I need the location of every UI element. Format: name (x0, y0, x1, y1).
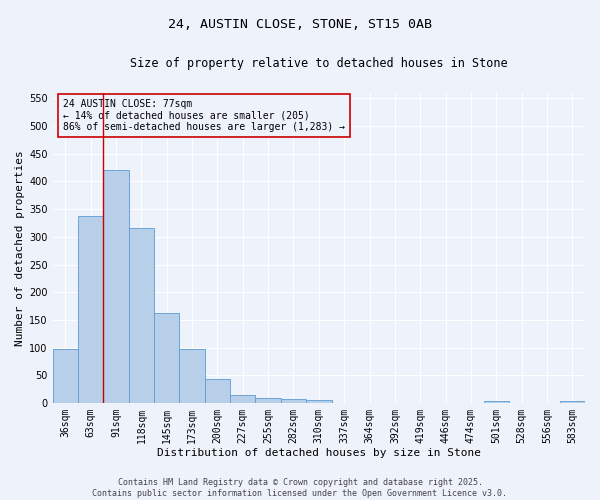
Text: Contains HM Land Registry data © Crown copyright and database right 2025.
Contai: Contains HM Land Registry data © Crown c… (92, 478, 508, 498)
Bar (484, 401, 509, 403)
Bar (306, 400, 332, 403)
Bar (103, 170, 129, 403)
Bar (205, 379, 230, 403)
Bar (78, 216, 103, 403)
Bar (179, 350, 205, 403)
X-axis label: Distribution of detached houses by size in Stone: Distribution of detached houses by size … (157, 448, 481, 458)
Y-axis label: Number of detached properties: Number of detached properties (15, 150, 25, 346)
Text: 24, AUSTIN CLOSE, STONE, ST15 0AB: 24, AUSTIN CLOSE, STONE, ST15 0AB (168, 18, 432, 30)
Bar (129, 228, 154, 403)
Bar (230, 395, 256, 403)
Bar (281, 400, 306, 403)
Bar (154, 313, 179, 403)
Bar (53, 350, 78, 403)
Text: 24 AUSTIN CLOSE: 77sqm
← 14% of detached houses are smaller (205)
86% of semi-de: 24 AUSTIN CLOSE: 77sqm ← 14% of detached… (63, 98, 345, 132)
Bar (256, 398, 281, 403)
Bar (560, 401, 585, 403)
Title: Size of property relative to detached houses in Stone: Size of property relative to detached ho… (130, 58, 508, 70)
